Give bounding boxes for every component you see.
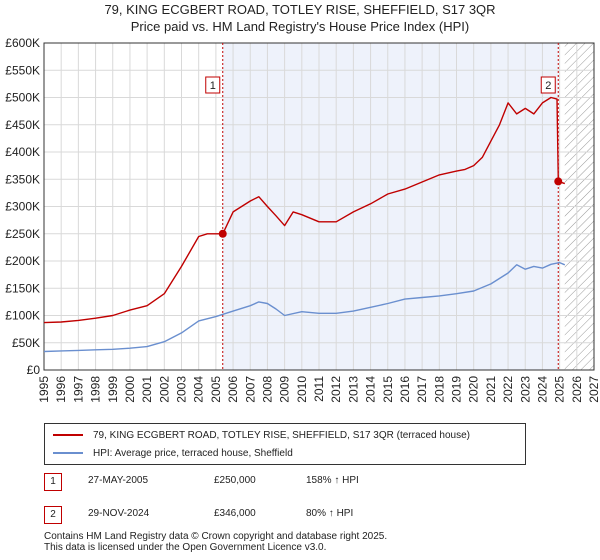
x-tick-label: 2012 bbox=[329, 376, 343, 403]
x-tick-label: 2018 bbox=[432, 376, 446, 403]
x-tick-label: 2006 bbox=[226, 376, 240, 403]
y-tick-label: £300K bbox=[5, 200, 40, 214]
y-tick-label: £150K bbox=[5, 281, 40, 295]
x-tick-label: 1998 bbox=[89, 376, 103, 403]
x-tick-label: 2021 bbox=[484, 376, 498, 403]
x-tick-label: 2026 bbox=[570, 376, 584, 403]
chart-subtitle: Price paid vs. HM Land Registry's House … bbox=[131, 19, 469, 34]
plot-area: £0 £50K £100K £150K £200K £250K £300K £350K £400… bbox=[5, 36, 600, 403]
footer: Contains HM Land Registry data © Crown c… bbox=[44, 531, 584, 553]
legend-item-property: 79, KING ECGBERT ROAD, TOTLEY RISE, SHEF… bbox=[53, 426, 470, 444]
property-series-line bbox=[43, 96, 566, 324]
transaction-badge-label: 2 bbox=[545, 80, 551, 92]
legend-swatch-property bbox=[53, 434, 83, 436]
transaction-price: £250,000 bbox=[214, 475, 256, 486]
y-tick-label: £100K bbox=[5, 309, 40, 323]
legend-label-property: 79, KING ECGBERT ROAD, TOTLEY RISE, SHEF… bbox=[93, 429, 470, 441]
x-tick-label: 2007 bbox=[243, 376, 257, 403]
x-tick-label: 2019 bbox=[450, 376, 464, 403]
y-tick-label: £50K bbox=[12, 336, 40, 350]
legend-swatch-hpi bbox=[53, 452, 83, 454]
transaction-hpi-change: 158% ↑ HPI bbox=[306, 475, 359, 486]
x-tick-label: 2002 bbox=[157, 376, 171, 403]
x-tick-label: 2010 bbox=[295, 376, 309, 403]
transaction-date: 29-NOV-2024 bbox=[88, 508, 150, 519]
y-tick-label: £500K bbox=[5, 91, 40, 105]
x-tick-label: 2008 bbox=[260, 376, 274, 403]
transaction-marker-label: 2 bbox=[44, 506, 62, 524]
transaction-row: 1 27-MAY-2005 £250,000 158% ↑ HPI bbox=[44, 473, 584, 495]
x-tick-label: 2011 bbox=[312, 376, 326, 402]
transaction-badge bbox=[540, 76, 556, 94]
x-tick-label: 1999 bbox=[106, 376, 120, 403]
x-tick-label: 2005 bbox=[209, 376, 223, 403]
y-tick-label: £600K bbox=[5, 36, 40, 50]
legend-item-hpi: HPI: Average price, terraced house, Shef… bbox=[53, 444, 293, 462]
plot-frame bbox=[43, 42, 595, 371]
price-chart: 79, KING ECGBERT ROAD, TOTLEY RISE, SHEF… bbox=[5, 2, 600, 403]
transaction-row: 2 29-NOV-2024 £346,000 80% ↑ HPI bbox=[44, 506, 584, 528]
x-tick-label: 2009 bbox=[278, 376, 292, 403]
y-tick-label: £0 bbox=[27, 363, 41, 377]
x-tick-label: 2004 bbox=[192, 376, 206, 403]
legend: 79, KING ECGBERT ROAD, TOTLEY RISE, SHEF… bbox=[44, 423, 526, 465]
transaction-badge-label: 1 bbox=[210, 80, 216, 92]
x-tick-label: 2022 bbox=[501, 376, 515, 403]
footer-licence: This data is licensed under the Open Gov… bbox=[44, 542, 327, 553]
footer-copyright: Contains HM Land Registry data © Crown c… bbox=[44, 531, 388, 542]
x-tick-label: 2023 bbox=[518, 376, 532, 403]
x-tick-label: 2000 bbox=[123, 376, 137, 403]
legend-label-hpi: HPI: Average price, terraced house, Shef… bbox=[93, 447, 293, 459]
y-tick-label: £250K bbox=[5, 227, 40, 241]
chart-title: 79, KING ECGBERT ROAD, TOTLEY RISE, SHEF… bbox=[104, 2, 495, 17]
transaction-hpi-change: 80% ↑ HPI bbox=[306, 508, 354, 519]
x-tick-label: 2027 bbox=[587, 376, 600, 403]
x-tick-label: 1996 bbox=[54, 376, 68, 403]
x-tick-label: 2025 bbox=[553, 376, 567, 403]
x-tick-label: 2016 bbox=[398, 376, 412, 403]
transaction-badge bbox=[205, 76, 221, 94]
transaction-point bbox=[554, 177, 563, 186]
y-tick-label: £450K bbox=[5, 118, 40, 132]
x-tick-label: 2020 bbox=[467, 376, 481, 403]
transaction-point bbox=[218, 229, 227, 238]
y-tick-label: £400K bbox=[5, 145, 40, 159]
x-tick-label: 2003 bbox=[175, 376, 189, 403]
y-tick-label: £200K bbox=[5, 254, 40, 268]
x-tick-label: 2013 bbox=[346, 376, 360, 403]
transaction-price: £346,000 bbox=[214, 508, 256, 519]
x-tick-label: 2017 bbox=[415, 376, 429, 403]
hpi-series-line bbox=[43, 261, 566, 353]
x-tick-label: 2014 bbox=[364, 376, 378, 403]
x-tick-label: 1995 bbox=[37, 376, 51, 403]
y-tick-label: £350K bbox=[5, 172, 40, 186]
x-tick-label: 2015 bbox=[381, 376, 395, 403]
x-tick-label: 1997 bbox=[71, 376, 85, 403]
x-tick-label: 2024 bbox=[535, 376, 549, 403]
x-tick-label: 2001 bbox=[140, 376, 154, 403]
transaction-marker-label: 1 bbox=[44, 473, 62, 491]
transaction-date: 27-MAY-2005 bbox=[88, 475, 149, 486]
y-tick-label: £550K bbox=[5, 63, 40, 77]
